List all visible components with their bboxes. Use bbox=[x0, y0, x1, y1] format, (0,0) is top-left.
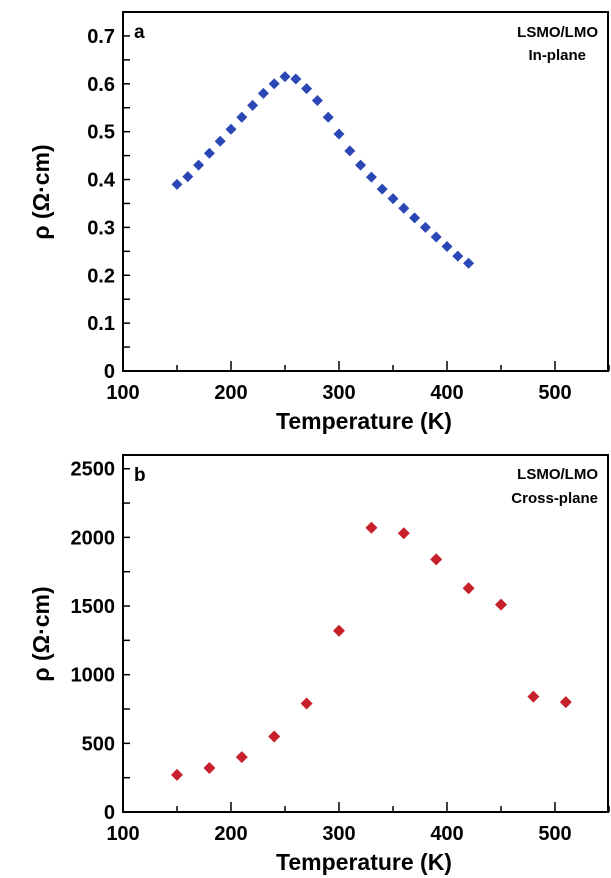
panel-b: b LSMO/LMO Cross-plane Temperature (K) ρ… bbox=[28, 454, 610, 875]
plot-frame-a bbox=[122, 11, 609, 372]
data-point bbox=[495, 598, 507, 611]
x-axis-label-b: Temperature (K) bbox=[276, 849, 452, 875]
data-point bbox=[398, 202, 410, 214]
x-tick-label: 100 bbox=[106, 823, 139, 845]
data-point bbox=[225, 123, 237, 135]
panel-label-a: a bbox=[134, 22, 145, 43]
data-point bbox=[333, 128, 345, 140]
y-tick-label: 0.5 bbox=[87, 122, 115, 144]
data-point bbox=[430, 231, 442, 243]
x-tick-label: 200 bbox=[214, 382, 247, 404]
y-tick-label: 2500 bbox=[71, 459, 116, 481]
data-point bbox=[203, 147, 215, 159]
data-point bbox=[193, 159, 205, 171]
y-tick-label: 0 bbox=[104, 802, 115, 824]
x-tick-label: 300 bbox=[322, 382, 355, 404]
data-point bbox=[235, 751, 248, 764]
data-point bbox=[527, 690, 540, 703]
data-point bbox=[300, 697, 313, 710]
x-tick-label: 500 bbox=[538, 823, 571, 845]
marks-b bbox=[171, 521, 572, 781]
data-point bbox=[171, 768, 183, 781]
ticks-a: 100 200 300 400 500 0 0.1 0.2 0.3 0.4 0.5 0.6 0.7 bbox=[87, 11, 610, 404]
x-tick-label: 200 bbox=[214, 823, 247, 845]
annotation-line-2-b: Cross-plane bbox=[511, 490, 598, 507]
annotation-line-2-a: In-plane bbox=[528, 47, 586, 64]
x-tick-label: 100 bbox=[106, 382, 139, 404]
data-point bbox=[257, 87, 269, 99]
data-point bbox=[182, 171, 194, 183]
y-axis-label-a: ρ (Ω·cm) bbox=[28, 144, 54, 239]
annotation-line-1-b: LSMO/LMO bbox=[517, 466, 598, 483]
data-point bbox=[462, 582, 475, 595]
data-point bbox=[559, 696, 572, 709]
y-tick-label: 0.1 bbox=[87, 313, 115, 335]
y-axis-label-b: ρ (Ω·cm) bbox=[28, 586, 54, 681]
y-tick-label: 0 bbox=[104, 361, 115, 383]
x-tick-label: 500 bbox=[538, 382, 571, 404]
data-point bbox=[441, 241, 453, 253]
data-point bbox=[214, 135, 226, 147]
panel-a: a LSMO/LMO In-plane Temperature (K) ρ (Ω… bbox=[28, 11, 610, 434]
panel-label-b: b bbox=[134, 465, 146, 486]
x-axis-label-a: Temperature (K) bbox=[276, 408, 452, 434]
data-point bbox=[397, 527, 410, 540]
y-tick-label: 500 bbox=[82, 733, 115, 755]
data-point bbox=[268, 78, 280, 90]
plot-frame-b bbox=[122, 454, 609, 813]
data-point bbox=[355, 159, 367, 171]
x-tick-label: 300 bbox=[322, 823, 355, 845]
data-point bbox=[203, 762, 216, 775]
y-tick-label: 0.7 bbox=[87, 26, 115, 48]
marks-a bbox=[171, 71, 475, 269]
y-tick-label: 1500 bbox=[71, 596, 116, 618]
data-point bbox=[333, 624, 345, 637]
data-point bbox=[463, 257, 475, 269]
data-point bbox=[290, 73, 302, 85]
data-point bbox=[268, 730, 281, 743]
y-tick-label: 0.3 bbox=[87, 217, 115, 239]
y-tick-label: 0.2 bbox=[87, 265, 115, 287]
data-point bbox=[236, 111, 248, 123]
data-point bbox=[344, 145, 356, 157]
data-point bbox=[419, 221, 431, 233]
x-tick-label: 400 bbox=[430, 382, 463, 404]
data-point bbox=[279, 71, 291, 83]
data-point bbox=[322, 111, 334, 123]
data-point bbox=[365, 521, 378, 534]
data-point bbox=[301, 83, 313, 95]
data-point bbox=[430, 553, 443, 566]
data-point bbox=[452, 250, 464, 262]
ticks-b: 100 200 300 400 500 0 500 1000 1500 2000 2500 bbox=[71, 459, 610, 845]
y-tick-label: 1000 bbox=[71, 665, 116, 687]
data-point bbox=[365, 171, 377, 183]
data-point bbox=[409, 212, 421, 224]
y-tick-label: 2000 bbox=[71, 527, 116, 549]
data-point bbox=[376, 183, 388, 195]
data-point bbox=[171, 178, 183, 190]
annotation-line-1-a: LSMO/LMO bbox=[517, 24, 598, 41]
y-tick-label: 0.4 bbox=[87, 170, 116, 192]
y-tick-label: 0.6 bbox=[87, 74, 115, 96]
x-tick-label: 400 bbox=[430, 823, 463, 845]
data-point bbox=[247, 99, 259, 111]
data-point bbox=[387, 193, 399, 205]
data-point bbox=[311, 95, 323, 107]
